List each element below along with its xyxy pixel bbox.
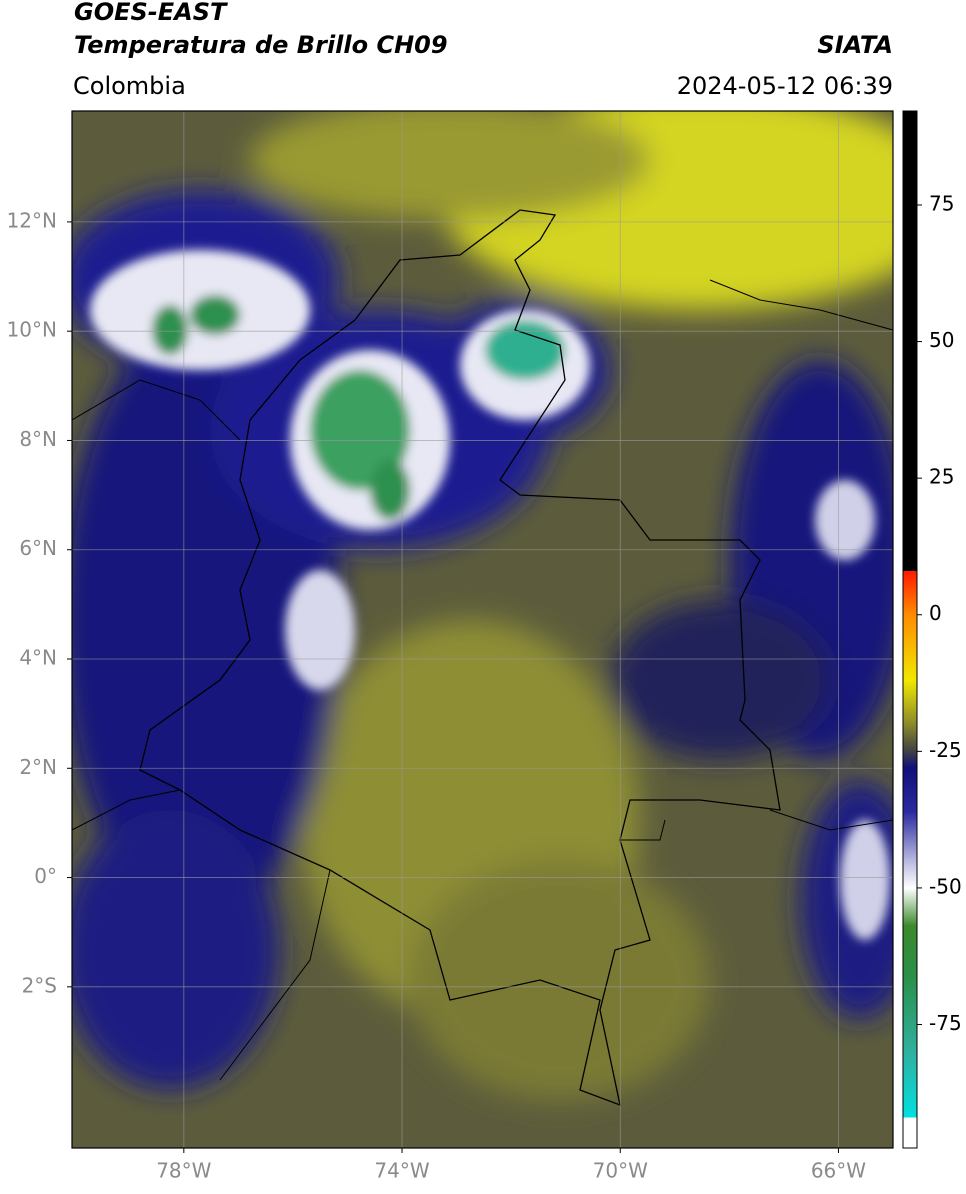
- x-tick-label: 78°W: [156, 1159, 211, 1183]
- colorbar: [902, 110, 918, 1149]
- y-tick-label: 2°S: [22, 973, 57, 997]
- y-tick-label: 8°N: [19, 427, 57, 451]
- subtitle: Temperatura de Brillo CH09: [74, 31, 448, 59]
- x-tick-label: 70°W: [593, 1159, 648, 1183]
- y-tick-label: 6°N: [19, 536, 57, 560]
- colorbar-label: 75: [929, 191, 954, 215]
- y-tick-label: 0°: [34, 864, 57, 888]
- x-tick-label: 66°W: [811, 1159, 866, 1183]
- y-tick-label: 10°N: [7, 318, 57, 342]
- y-tick-label: 4°N: [19, 646, 57, 670]
- colorbar-label: 25: [929, 465, 954, 489]
- map-frame: [71, 110, 894, 1149]
- y-tick-label: 2°N: [19, 755, 57, 779]
- x-tick-label: 74°W: [374, 1159, 429, 1183]
- title: GOES-EAST: [74, 0, 228, 26]
- region: Colombia: [73, 72, 186, 100]
- colorbar-label: -50: [929, 874, 962, 898]
- satellite-image: [72, 111, 893, 1148]
- source: SIATA: [817, 31, 893, 59]
- y-tick-label: 12°N: [7, 208, 57, 232]
- colorbar-label: -75: [929, 1011, 962, 1035]
- colorbar-label: -25: [929, 738, 962, 762]
- colorbar-label: 50: [929, 328, 954, 352]
- datetime: 2024-05-12 06:39: [677, 72, 893, 100]
- colorbar-label: 0: [929, 601, 942, 625]
